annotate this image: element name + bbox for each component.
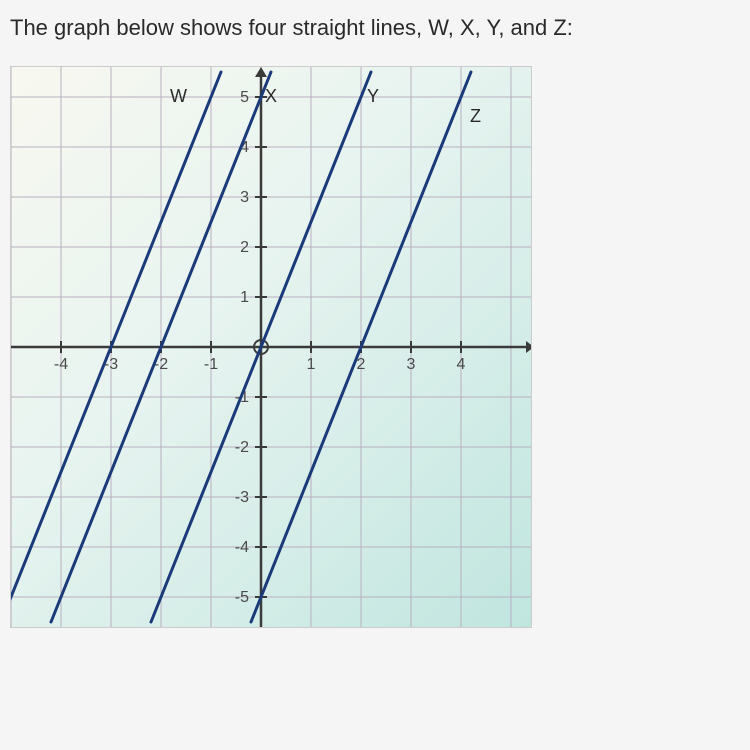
svg-text:1: 1 xyxy=(240,289,249,306)
svg-text:-2: -2 xyxy=(235,439,249,456)
svg-text:3: 3 xyxy=(407,356,416,373)
svg-text:3: 3 xyxy=(240,189,249,206)
svg-text:2: 2 xyxy=(240,239,249,256)
svg-text:W: W xyxy=(170,86,187,106)
svg-text:Y: Y xyxy=(367,86,379,106)
svg-text:5: 5 xyxy=(240,89,249,106)
svg-text:Z: Z xyxy=(470,106,481,126)
svg-text:-1: -1 xyxy=(204,356,218,373)
svg-text:-4: -4 xyxy=(54,356,68,373)
svg-text:1: 1 xyxy=(307,356,316,373)
page-container: The graph below shows four straight line… xyxy=(0,0,750,643)
svg-text:-4: -4 xyxy=(235,539,249,556)
svg-text:-3: -3 xyxy=(235,489,249,506)
svg-text:4: 4 xyxy=(457,356,466,373)
coordinate-plane: -4-3-2-11234-5-4-3-2-112345WXYZ xyxy=(11,67,531,627)
graph-area: -4-3-2-11234-5-4-3-2-112345WXYZ xyxy=(10,66,532,628)
problem-title: The graph below shows four straight line… xyxy=(10,15,740,41)
svg-text:X: X xyxy=(265,86,277,106)
svg-text:-5: -5 xyxy=(235,589,249,606)
